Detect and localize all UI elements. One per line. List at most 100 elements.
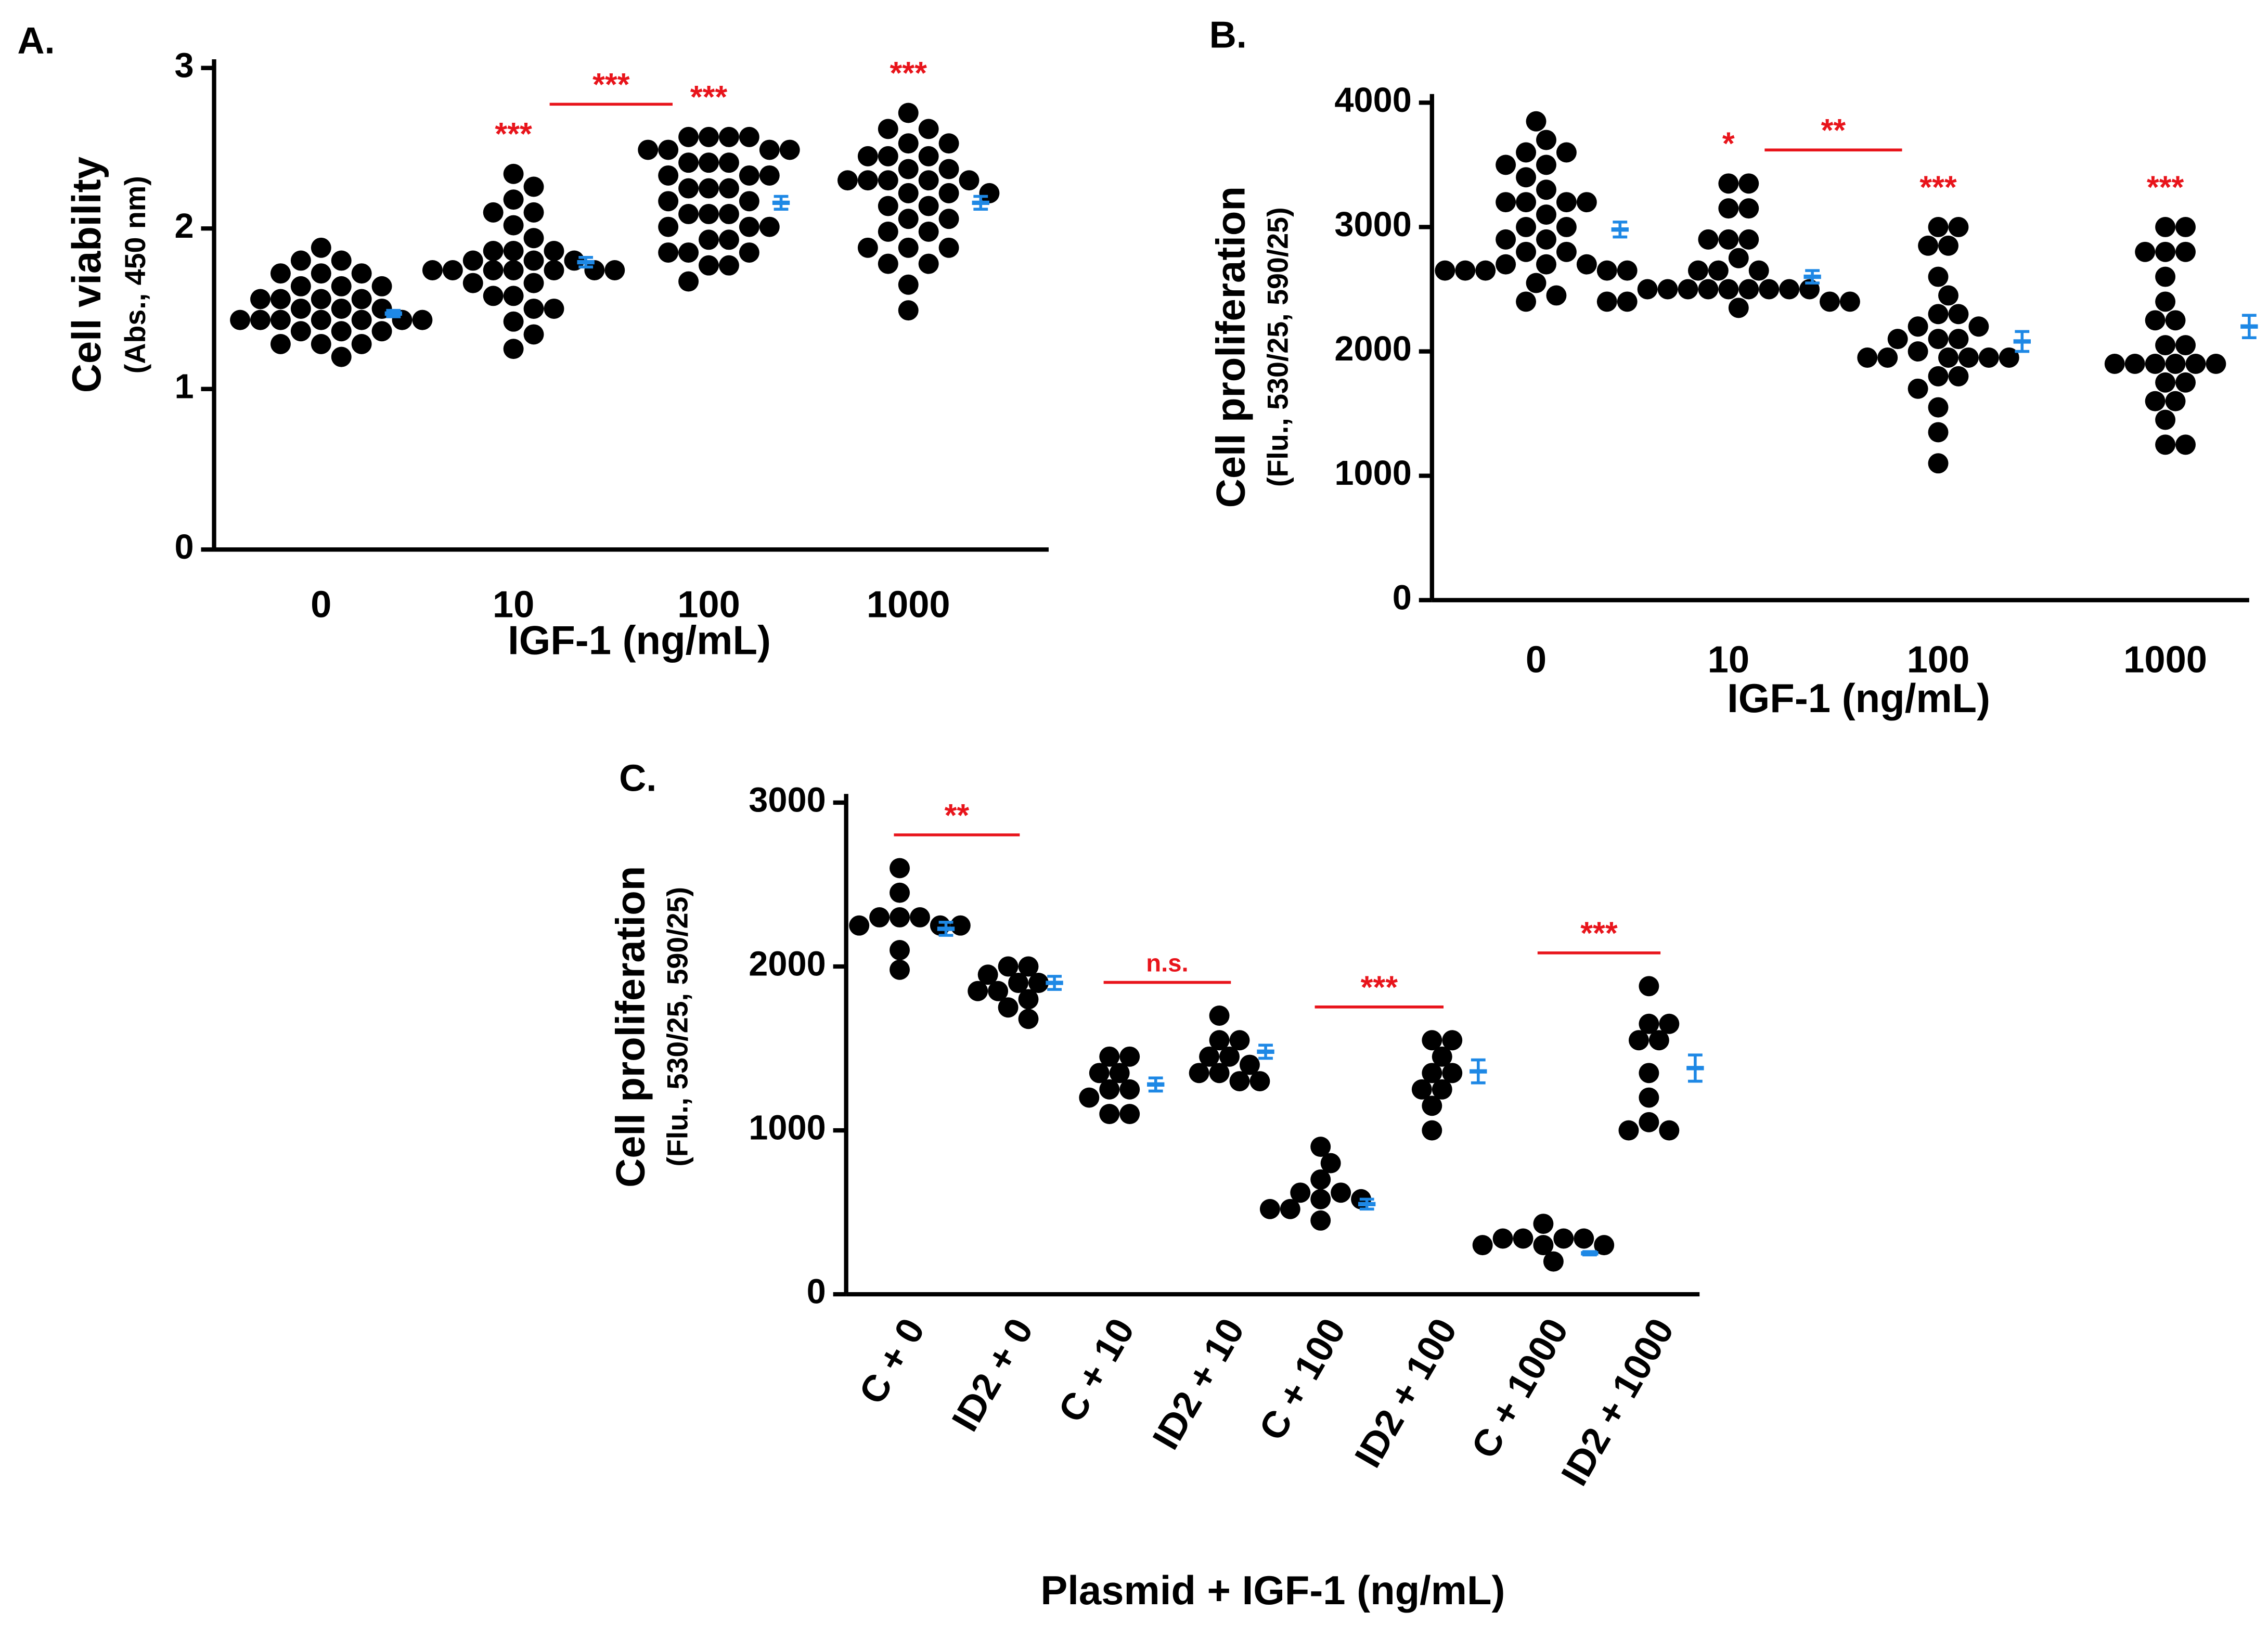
y-tick-label: 4000 bbox=[1334, 81, 1411, 120]
data-dot bbox=[422, 260, 443, 280]
data-dot bbox=[938, 209, 959, 229]
data-dot bbox=[331, 250, 352, 271]
data-dot bbox=[1928, 453, 1949, 474]
data-dot bbox=[1718, 229, 1739, 250]
data-dot bbox=[1249, 1071, 1270, 1091]
data-dot bbox=[1948, 304, 1969, 325]
data-dot bbox=[890, 907, 910, 927]
x-tick-label: 100 bbox=[1907, 639, 1970, 680]
x-tick-label: ID2 + 0 bbox=[944, 1311, 1041, 1438]
data-dot bbox=[1718, 173, 1739, 194]
data-dot bbox=[1526, 111, 1547, 132]
significance: *** bbox=[690, 79, 728, 114]
data-dot bbox=[759, 216, 780, 237]
data-dot bbox=[938, 159, 959, 179]
bracket-label: *** bbox=[1580, 916, 1618, 951]
y-tick-label: 1000 bbox=[1334, 454, 1411, 493]
data-dot bbox=[1219, 1046, 1240, 1067]
data-dot bbox=[1331, 1182, 1351, 1203]
data-dot bbox=[699, 255, 719, 276]
data-dot bbox=[1999, 347, 2019, 368]
data-dot bbox=[523, 299, 544, 319]
data-dot bbox=[1728, 298, 1749, 318]
data-dot bbox=[1928, 329, 1949, 350]
data-dot bbox=[1908, 341, 1928, 362]
data-dot bbox=[503, 286, 524, 306]
data-dot bbox=[718, 126, 739, 147]
data-dot bbox=[1908, 378, 1928, 399]
data-dot bbox=[739, 216, 759, 237]
data-dot bbox=[2175, 217, 2196, 237]
data-dot bbox=[1779, 279, 1800, 300]
x-axis-label: IGF-1 (ng/mL) bbox=[1727, 676, 1990, 721]
y-tick-label: 0 bbox=[174, 528, 194, 566]
data-dot bbox=[2145, 310, 2166, 331]
data-dot bbox=[1516, 241, 1537, 262]
x-tick-label: C + 100 bbox=[1252, 1311, 1354, 1447]
data-dot bbox=[1209, 1030, 1230, 1051]
data-dot bbox=[1928, 304, 1949, 325]
data-dot bbox=[1422, 1120, 1442, 1141]
data-dot bbox=[1820, 291, 1840, 312]
data-dot bbox=[2155, 434, 2176, 455]
data-dot bbox=[1556, 217, 1577, 237]
data-dot bbox=[678, 152, 699, 173]
data-dot bbox=[739, 242, 759, 263]
data-dot bbox=[1310, 1137, 1331, 1157]
data-dot bbox=[1639, 1063, 1659, 1084]
data-dot bbox=[878, 221, 898, 242]
data-dot bbox=[1119, 1046, 1140, 1067]
data-dot bbox=[1918, 235, 1939, 256]
data-dot bbox=[503, 240, 524, 261]
data-dot bbox=[1209, 1006, 1230, 1026]
panel-label: C. bbox=[619, 757, 656, 799]
x-tick-label: 100 bbox=[677, 584, 740, 626]
data-dot bbox=[658, 216, 679, 237]
data-dot bbox=[918, 253, 939, 274]
data-dot bbox=[898, 300, 919, 321]
data-dot bbox=[1018, 1009, 1039, 1029]
y-tick-label: 1 bbox=[174, 367, 194, 406]
data-dot bbox=[1546, 285, 1567, 306]
data-dot bbox=[1948, 329, 1969, 350]
x-tick-label: 0 bbox=[1526, 639, 1547, 680]
data-dot bbox=[1099, 1079, 1120, 1100]
data-dot bbox=[311, 333, 331, 354]
data-dot bbox=[2155, 266, 2176, 287]
data-dot bbox=[739, 126, 759, 147]
data-dot bbox=[1938, 285, 1958, 306]
data-dot bbox=[1496, 154, 1516, 175]
data-dot bbox=[1698, 279, 1719, 300]
data-dot bbox=[739, 191, 759, 212]
data-dot bbox=[1637, 279, 1658, 300]
x-axis-label: Plasmid + IGF-1 (ng/mL) bbox=[1040, 1568, 1505, 1613]
data-dot bbox=[2155, 241, 2176, 262]
data-dot bbox=[1516, 167, 1537, 188]
data-dot bbox=[2175, 335, 2196, 356]
data-dot bbox=[1968, 316, 1989, 337]
data-dot bbox=[910, 907, 930, 927]
data-dot bbox=[898, 183, 919, 203]
data-dot bbox=[2155, 291, 2176, 312]
data-dot bbox=[250, 310, 270, 330]
data-dot bbox=[699, 152, 719, 173]
data-dot bbox=[1018, 956, 1039, 977]
data-dot bbox=[331, 321, 352, 342]
data-dot bbox=[270, 289, 291, 310]
data-dot bbox=[1455, 260, 1476, 281]
data-dot bbox=[878, 119, 898, 139]
data-dot bbox=[959, 170, 980, 191]
data-dot bbox=[1718, 279, 1739, 300]
data-dot bbox=[1639, 1013, 1659, 1034]
data-dot bbox=[1411, 1079, 1432, 1100]
bracket-label: n.s. bbox=[1146, 950, 1188, 977]
data-dot bbox=[270, 310, 291, 330]
data-dot bbox=[503, 311, 524, 332]
data-dot bbox=[483, 260, 504, 280]
data-dot bbox=[857, 237, 878, 258]
significance: *** bbox=[1919, 169, 1957, 204]
data-dot bbox=[1422, 1095, 1442, 1116]
y-axis-label: Cell proliferation bbox=[608, 866, 653, 1188]
data-dot bbox=[1079, 1087, 1100, 1108]
data-dot bbox=[1687, 260, 1708, 281]
